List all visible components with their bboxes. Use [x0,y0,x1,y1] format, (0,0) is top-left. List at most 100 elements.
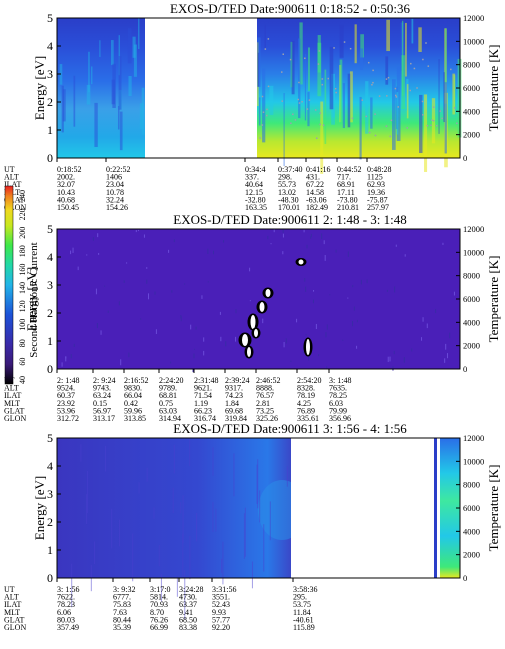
temperature-point [413,67,416,70]
table-cell: 78.23 [57,600,75,609]
table-row-label: ALT [4,384,19,393]
spectrogram-speck [283,342,285,348]
table-cell: 8888. [256,384,274,393]
y-tick-label: 0 [47,151,53,165]
temperature-point [386,95,388,97]
panel-title: EXOS-D/TED Date:900611 3: 1:56 - 4: 1:56 [173,421,407,436]
y-tick-label: 2 [47,515,53,529]
spectrogram-speck [173,239,175,243]
table-row-label: ALT [4,593,19,602]
table-cell: 170.01 [278,203,300,212]
temperature-point [374,134,377,137]
temperature-point [372,81,374,84]
spectrogram-streak [329,46,334,110]
spectrogram-speck [392,366,394,371]
table-cell: 63.03 [159,406,177,415]
table-cell: 75.83 [113,600,131,609]
spectrogram-streak [196,512,198,542]
temperature-point [450,68,452,71]
y2-tick-label: 8000 [463,480,480,490]
temperature-point [426,124,429,127]
table-cell: 210.81 [337,203,359,212]
table-cell: 337. [245,173,259,182]
spectrogram-speck [347,297,349,299]
table-cell: 7635. [329,384,347,393]
y-tick-label: 1 [47,543,53,557]
table-cell: 14.58 [306,188,324,197]
table-cell: 298. [278,173,292,182]
temperature-point [317,63,320,65]
spectrogram-streak [347,73,351,128]
spectrogram-streak [392,79,396,150]
table-cell: 8328. [297,384,315,393]
table-cell: 57.77 [212,615,230,624]
spectrogram-speck [323,240,325,245]
table-cell: 3: 1:48 [329,376,351,385]
spectrogram-speck [342,339,344,341]
table-cell: 68.91 [337,180,355,189]
table-cell: 2: 1:48 [57,376,79,385]
temperature-point [385,78,388,80]
temperature-point [322,124,325,126]
temperature-point [435,125,438,127]
spectrogram-speck [306,244,308,249]
table-cell: 2:24:20 [159,376,183,385]
panel-title: EXOS-D/TED Date:900611 2: 1:48 - 3: 1:48 [173,212,407,227]
spectrogram-speck [445,343,447,350]
y2-tick-label: 12000 [463,13,484,23]
spectrogram-streak [212,447,214,476]
spectrogram-speck [435,308,437,314]
spectrogram-streak [160,573,162,602]
spectrogram-streak [324,69,327,144]
spectrogram-speck [118,301,120,306]
spectrogram-speck [321,233,323,240]
spectrogram-streak [127,28,132,64]
spectrogram-speck [249,300,251,302]
table-cell: 53.75 [293,600,311,609]
table-cell: 313.17 [93,414,115,423]
spectrogram-speck [285,338,287,344]
table-row-label: GLON [4,623,26,632]
spectrogram-speck [282,229,284,233]
table-row-label: GLAT [4,615,25,624]
table-cell: 73.25 [256,406,274,415]
spectrogram-speck [310,233,312,238]
table-cell: 2:31:48 [194,376,218,385]
spectrogram-speck [352,285,354,288]
temperature-point [321,83,324,86]
table-cell: 312.72 [57,414,79,423]
spectrogram-speck [411,348,413,352]
spectrogram-speck [77,266,79,271]
y2-tick-label: 12000 [463,433,484,443]
spectrogram-speck [123,280,125,283]
table-cell: 80.03 [57,615,75,624]
table-cell: 40.64 [245,180,263,189]
temperature-point [294,119,297,121]
y2-tick-label: 10000 [463,247,484,257]
data-gap [145,18,257,158]
table-cell: 23.92 [57,399,75,408]
y2-axis-label: Temperature [K] [486,256,501,343]
temperature-point [266,108,268,111]
y2-tick-label: 10000 [463,36,484,46]
spectrogram-streak [119,111,123,151]
spectrogram-speck [308,354,310,361]
temperature-point [394,87,397,90]
colorbar-tick-label: 200 [18,227,27,239]
table-cell: 2002. [57,173,75,182]
spectrogram-region [57,229,460,369]
temperature-point [431,119,433,121]
table-cell: 80.44 [113,615,131,624]
spectrogram-speck [184,283,186,285]
spectrogram-streak [386,19,390,52]
spectrogram-speck [270,243,272,245]
spectrogram-streak [73,75,76,127]
table-row-label: ILAT [4,180,21,189]
table-cell: 12.15 [245,188,263,197]
y-axis-label: Energy [eV] [24,267,39,331]
table-row-label: MLT [4,399,20,408]
spectrogram-speck [422,317,424,322]
table-cell: 0:37:40 [278,165,302,174]
table-cell: 3:58:36 [293,585,317,594]
table-cell: 10.78 [106,188,124,197]
